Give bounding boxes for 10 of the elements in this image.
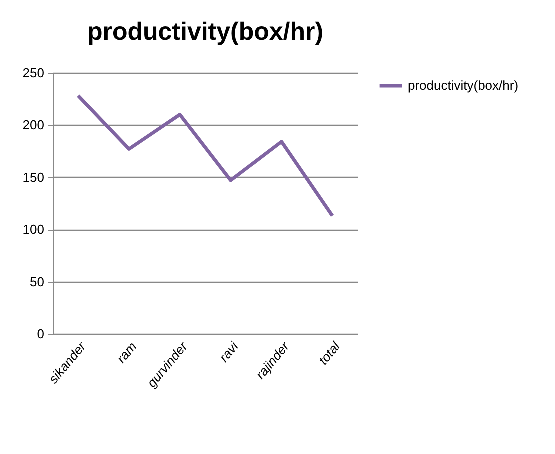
y-tick-label: 50 [30, 274, 44, 290]
y-tick-label: 200 [22, 118, 44, 133]
x-tick-label: ram [114, 339, 140, 366]
y-tick-label: 150 [22, 170, 44, 185]
y-tick-label: 100 [22, 222, 44, 238]
legend-label: productivity(box/hr) [408, 78, 519, 93]
chart-title: productivity(box/hr) [87, 18, 324, 46]
line-series [76, 94, 334, 218]
y-tick-label: 0 [37, 326, 44, 342]
y-tick-label: 250 [22, 66, 44, 80]
